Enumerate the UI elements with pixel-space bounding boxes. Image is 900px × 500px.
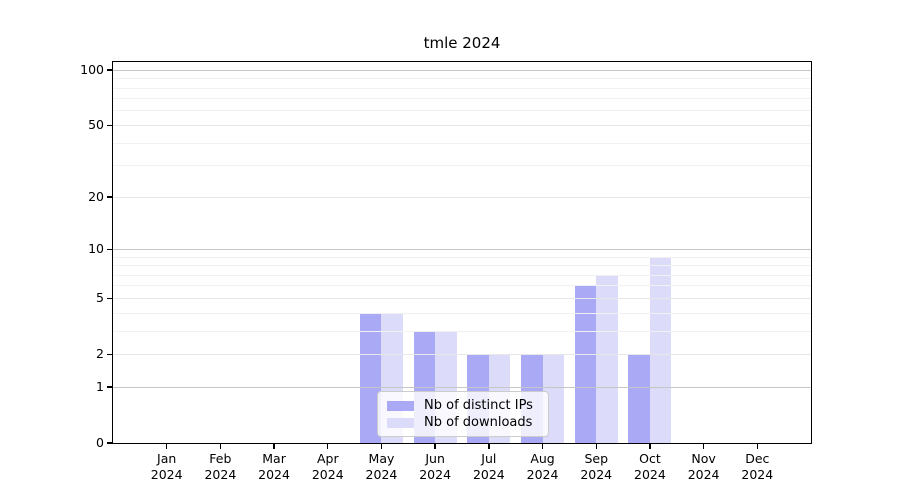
x-tick-mark <box>649 443 651 449</box>
x-tick-month: Dec <box>745 451 770 466</box>
x-tick-mark <box>541 443 544 449</box>
y-tick-label: 20 <box>88 189 104 205</box>
gridline <box>113 110 811 112</box>
legend-swatch-distinct-ips <box>387 400 414 411</box>
x-tick-month: Apr <box>316 451 339 466</box>
gridline <box>113 256 811 258</box>
x-tick-year: 2024 <box>365 466 398 482</box>
y-tick-label: 50 <box>88 117 104 133</box>
x-tick-year: 2024 <box>419 466 452 482</box>
legend-label-distinct-ips: Nb of distinct IPs <box>424 398 533 413</box>
gridline <box>113 330 811 332</box>
x-tick-label: Jun 2024 <box>403 451 467 482</box>
x-tick-label: May 2024 <box>349 451 413 482</box>
x-tick-year: 2024 <box>311 466 344 482</box>
y-tick-label: 2 <box>96 346 104 362</box>
x-tick-mark <box>165 443 168 449</box>
x-tick-month: Oct <box>639 451 661 466</box>
x-tick-year: 2024 <box>741 466 774 482</box>
x-tick-year: 2024 <box>526 466 559 482</box>
x-tick-label: Nov 2024 <box>672 451 736 482</box>
gridline <box>113 386 811 388</box>
gridline <box>113 265 811 267</box>
y-tick-label: 100 <box>80 62 104 78</box>
y-tick-mark <box>107 248 113 250</box>
x-tick-label: Jul 2024 <box>457 451 521 482</box>
x-tick-month: Jun <box>425 451 445 466</box>
x-tick-mark <box>434 443 436 449</box>
gridline <box>113 87 811 89</box>
x-tick-mark <box>595 443 597 449</box>
x-tick-year: 2024 <box>472 466 505 482</box>
y-tick-label: 1 <box>96 379 104 394</box>
x-tick-year: 2024 <box>258 466 290 482</box>
legend-swatch-downloads <box>387 417 414 428</box>
y-tick-label: 5 <box>96 290 104 306</box>
gridline <box>113 274 811 276</box>
gridline <box>113 98 811 100</box>
x-tick-mark <box>702 443 705 449</box>
x-tick-label: Apr 2024 <box>296 451 360 482</box>
x-tick-month: Nov <box>691 451 716 466</box>
x-tick-year: 2024 <box>687 466 720 482</box>
y-tick-mark <box>107 297 113 299</box>
bar-downloads <box>596 275 618 443</box>
legend-item-downloads: Nb of downloads <box>387 414 539 431</box>
x-tick-month: Jul <box>481 451 497 466</box>
gridline <box>113 285 811 287</box>
legend-item-distinct-ips: Nb of distinct IPs <box>387 397 539 414</box>
x-tick-month: Feb <box>209 451 232 466</box>
bar-distinct-ips <box>628 354 650 443</box>
gridline <box>113 248 811 250</box>
gridline <box>113 124 811 126</box>
gridline <box>113 78 811 80</box>
x-tick-month: Jan <box>157 451 177 466</box>
gridline <box>113 353 811 355</box>
gridline <box>113 165 811 167</box>
legend: Nb of distinct IPs Nb of downloads <box>377 391 549 437</box>
x-tick-month: Mar <box>262 451 286 466</box>
x-tick-label: Dec 2024 <box>725 451 789 482</box>
x-tick-month: Sep <box>584 451 608 466</box>
x-tick-mark <box>756 443 758 449</box>
y-tick-mark <box>107 124 113 127</box>
bar-downloads <box>649 257 672 443</box>
y-tick-label: 0 <box>96 435 104 450</box>
plot-area: Nb of distinct IPs Nb of downloads <box>112 61 812 444</box>
x-tick-label: Feb 2024 <box>188 451 252 482</box>
x-tick-mark <box>488 443 490 449</box>
chart-title: tmle 2024 <box>423 34 501 52</box>
x-tick-label: Aug 2024 <box>511 451 575 482</box>
y-tick-mark <box>107 442 113 444</box>
bar-distinct-ips <box>574 285 597 443</box>
legend-label-downloads: Nb of downloads <box>424 415 533 430</box>
y-tick-mark <box>107 69 113 71</box>
gridline <box>113 69 811 71</box>
x-tick-month: May <box>368 451 395 466</box>
y-tick-mark <box>107 196 113 198</box>
bar-distinct-ips <box>359 313 382 443</box>
x-tick-year: 2024 <box>204 466 237 482</box>
y-tick-mark <box>107 353 113 355</box>
x-tick-mark <box>273 443 275 449</box>
x-tick-label: Sep 2024 <box>564 451 628 482</box>
x-tick-label: Jan 2024 <box>135 451 199 482</box>
gridline <box>113 142 811 144</box>
x-tick-mark <box>380 443 383 449</box>
x-tick-year: 2024 <box>580 466 613 482</box>
x-tick-label: Oct 2024 <box>618 451 682 482</box>
y-tick-mark <box>107 386 113 388</box>
x-tick-label: Mar 2024 <box>242 451 306 482</box>
gridline <box>113 196 811 198</box>
gridline <box>113 297 811 299</box>
x-tick-year: 2024 <box>150 466 183 482</box>
x-tick-month: Aug <box>530 451 555 466</box>
x-tick-year: 2024 <box>634 466 666 482</box>
x-tick-mark <box>219 443 222 449</box>
x-tick-mark <box>327 443 329 449</box>
y-tick-label: 10 <box>88 241 104 257</box>
gridline <box>113 312 811 314</box>
